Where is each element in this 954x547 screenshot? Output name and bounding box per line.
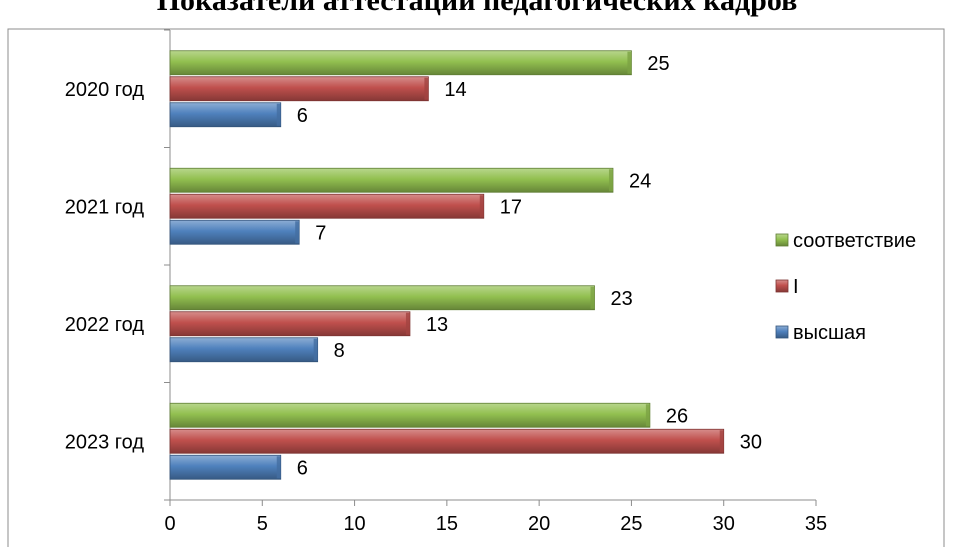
bar [169,102,282,128]
bar-edge [313,338,318,361]
x-tick-label: 0 [164,513,175,535]
bar-edge [645,404,650,427]
category-label: 2022 год [65,314,145,336]
bar [169,454,282,480]
data-label: 6 [297,457,308,479]
bar-edge [276,456,281,479]
bar [169,219,300,245]
bar-edge [627,51,632,74]
category-label: 2020 год [65,79,145,101]
data-label: 26 [666,405,688,427]
bar [169,337,319,363]
bar-edge [479,195,484,218]
legend-swatch [775,325,789,339]
bar-edge [424,77,429,100]
legend-label: соответствие [793,230,916,252]
bar [169,428,725,454]
bar-edge [590,286,595,309]
data-label: 13 [426,314,448,336]
x-tick-label: 25 [620,513,642,535]
legend-label: высшая [793,322,866,344]
bar [169,76,429,102]
data-label: 17 [500,196,522,218]
category-label: 2023 год [65,431,145,453]
bar [169,402,651,428]
x-tick-label: 35 [805,513,827,535]
data-label: 14 [444,79,466,101]
bar-edge [608,169,613,192]
data-label: 24 [629,170,651,192]
chart-title: Показатели аттестации педагогических кад… [156,0,798,17]
data-label: 8 [334,340,345,362]
bar-edge [405,312,410,335]
bar-edge [276,103,281,126]
category-label: 2021 год [65,196,145,218]
x-tick-label: 20 [528,513,550,535]
legend-label: I [793,276,799,298]
x-tick-label: 15 [436,513,458,535]
bar [169,285,595,311]
data-label: 25 [647,53,669,75]
x-tick-label: 30 [713,513,735,535]
legend-swatch [775,279,789,293]
bar-edge [295,221,300,244]
data-label: 30 [740,431,762,453]
x-tick-label: 10 [343,513,365,535]
data-label: 6 [297,105,308,127]
data-label: 23 [611,288,633,310]
legend-swatch [775,233,789,247]
bar [169,167,614,193]
bar [169,311,411,337]
x-tick-label: 5 [257,513,268,535]
chart-border [7,28,945,547]
bar [169,193,485,219]
data-label: 7 [315,222,326,244]
bar [169,50,632,76]
bar-edge [719,430,724,453]
